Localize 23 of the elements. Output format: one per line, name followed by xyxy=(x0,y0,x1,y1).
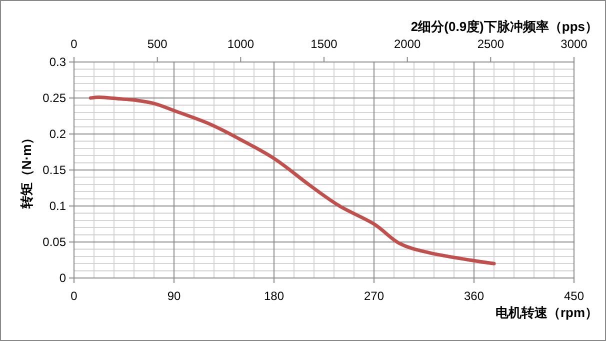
y-tick-label: 0.2 xyxy=(49,127,66,141)
x-tick-label: 360 xyxy=(464,289,484,303)
y-tick-label: 0.15 xyxy=(42,163,66,177)
y-axis-title: 转矩（N·m） xyxy=(19,131,34,210)
y-tick-label: 0.3 xyxy=(49,55,66,69)
x-tick-label: 90 xyxy=(167,289,181,303)
x-tick-label: 270 xyxy=(364,289,384,303)
x2-tick-label: 2500 xyxy=(477,37,504,51)
y-tick-label: 0.25 xyxy=(42,91,66,105)
x-axis-title: 电机转速（rpm） xyxy=(495,305,598,320)
x-tick-label: 0 xyxy=(70,289,78,303)
y-tick-label: 0.1 xyxy=(49,199,66,213)
x2-tick-label: 2000 xyxy=(394,37,422,51)
y-tick-label: 0.05 xyxy=(42,235,66,249)
x2-tick-label: 0 xyxy=(70,37,78,51)
x-tick-label: 180 xyxy=(264,289,284,303)
x-tick-label: 450 xyxy=(564,289,584,303)
y-tick-label: 0 xyxy=(59,271,66,285)
x2-tick-label: 500 xyxy=(147,37,168,51)
x2-axis-title: 2细分(0.9度)下脉冲频率（pps） xyxy=(410,19,598,34)
x2-tick-label: 1500 xyxy=(310,37,338,51)
x2-tick-label: 3000 xyxy=(560,37,588,51)
x2-tick-label: 1000 xyxy=(227,37,254,51)
